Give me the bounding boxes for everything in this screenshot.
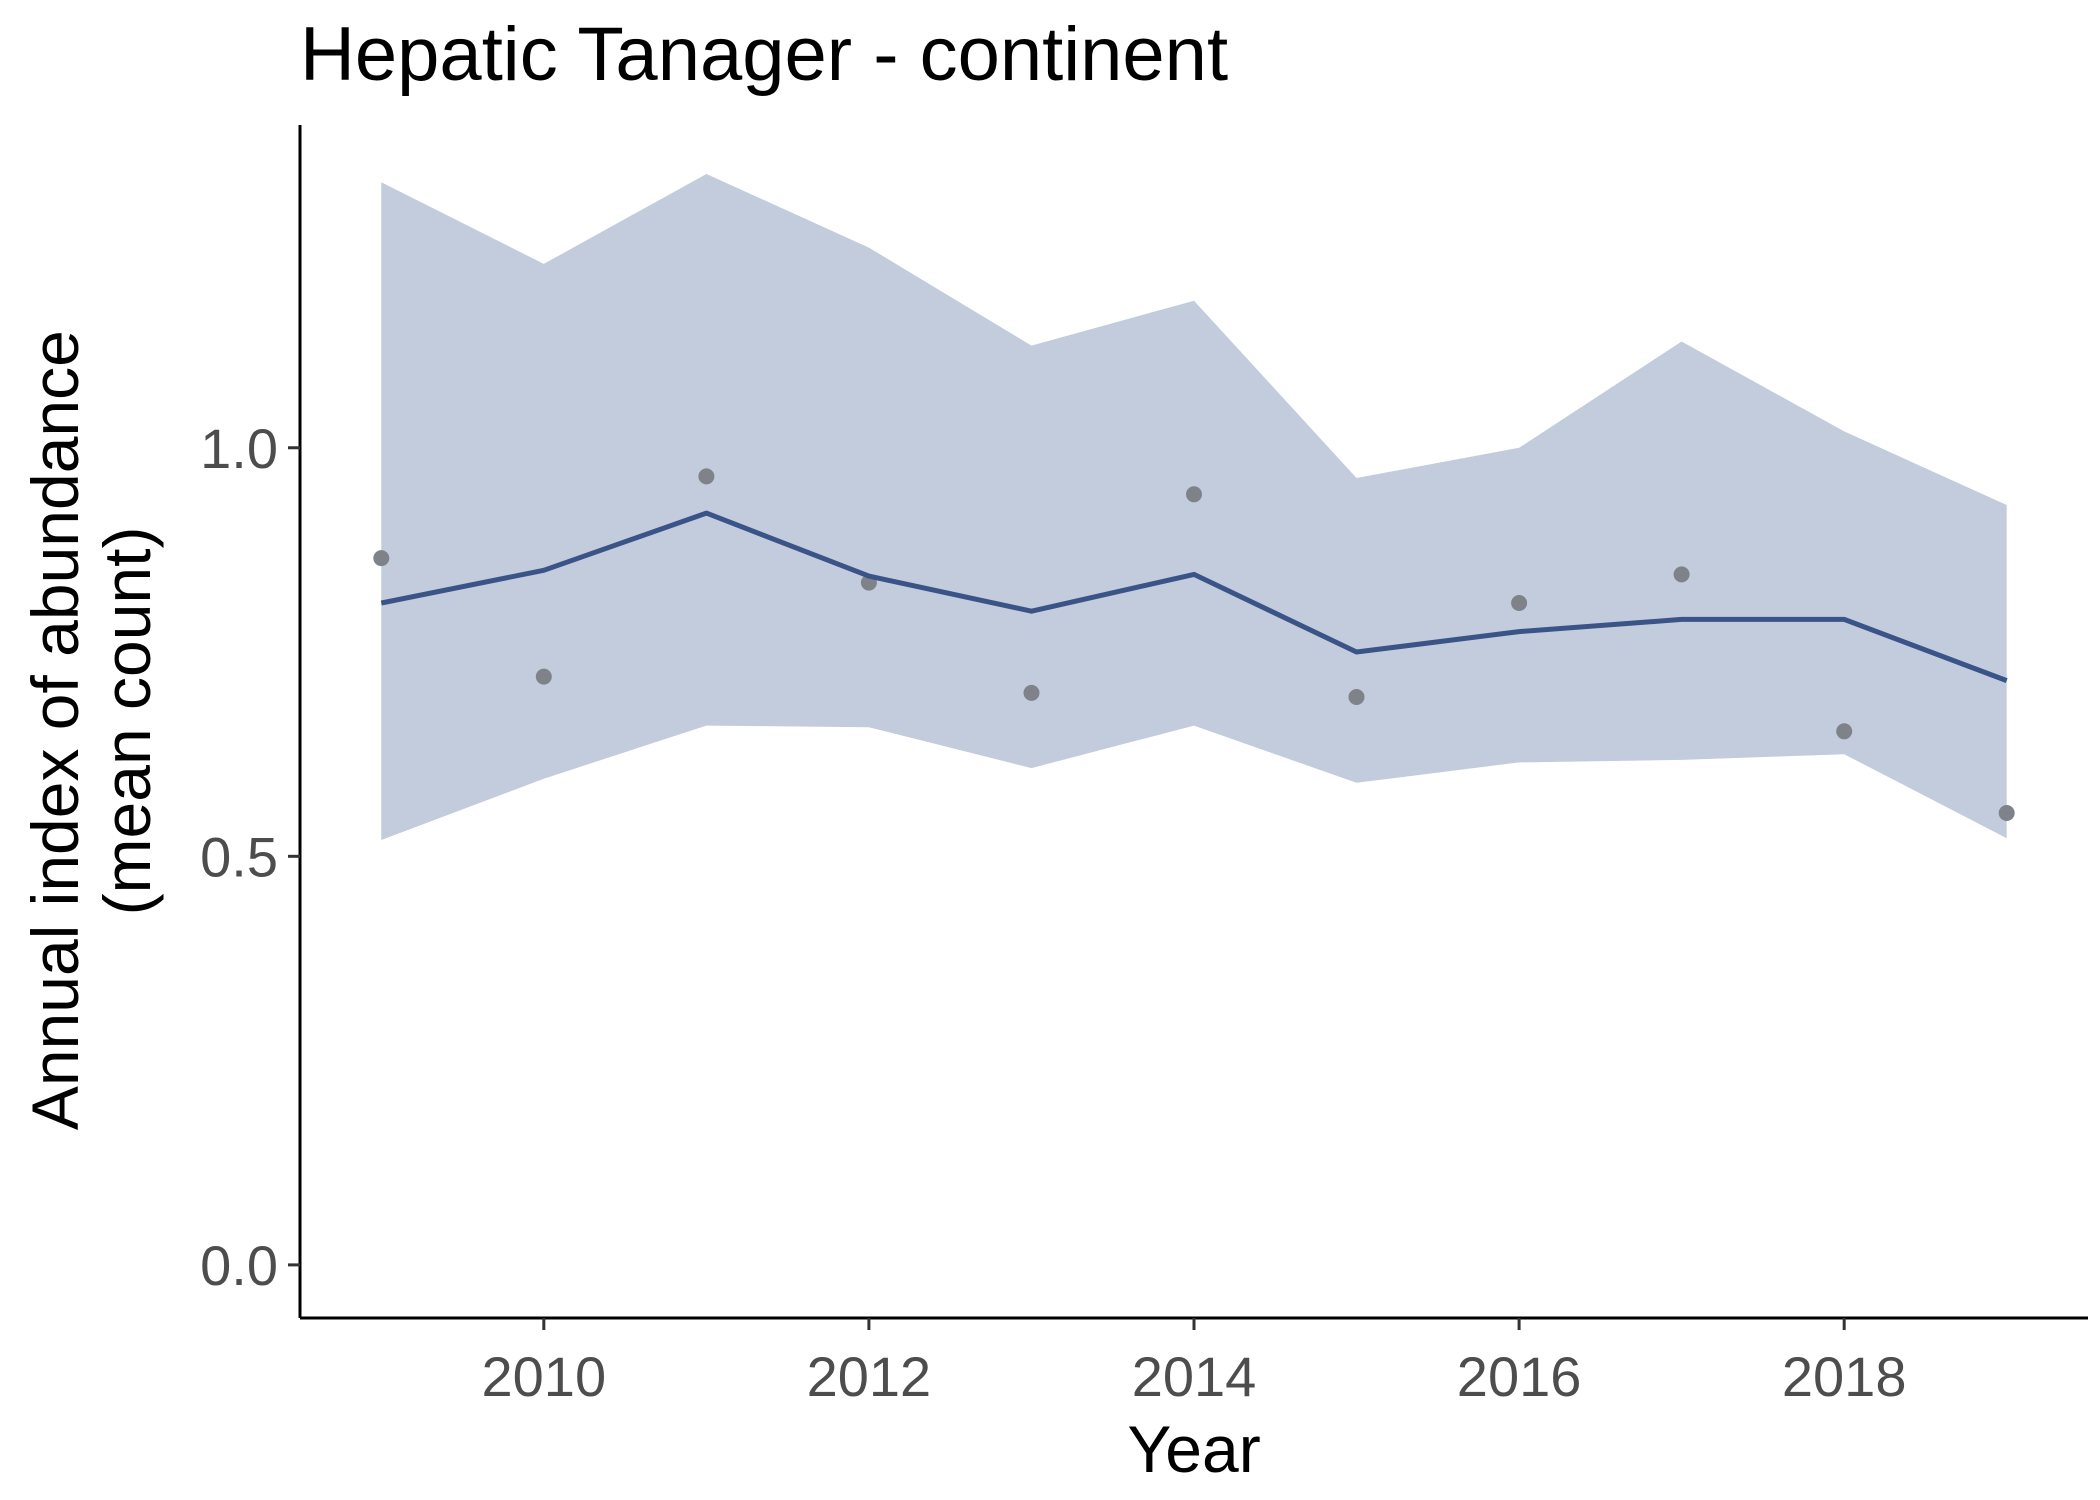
observed-point: [1673, 566, 1690, 583]
y-axis-title-line-2: (mean count): [90, 527, 164, 916]
index-line: [380, 510, 2008, 683]
observed-point: [1023, 684, 1040, 701]
observed-point: [373, 550, 390, 567]
y-axis-title-line-1: Annual index of abundance: [18, 330, 92, 1130]
y-axis-title: Annual index of abundance (mean count): [18, 312, 164, 1130]
y-tick-label: 1.0: [200, 417, 278, 480]
x-tick-label: 2018: [1782, 1345, 1907, 1408]
observed-point: [1186, 486, 1202, 503]
observed-point: [1998, 805, 2015, 821]
x-axis-ticks: 2010 2012 2014 2016 2018: [482, 1318, 1907, 1408]
x-tick-label: 2010: [482, 1345, 607, 1408]
observed-point: [535, 668, 552, 685]
x-tick-label: 2014: [1132, 1345, 1257, 1408]
observed-point: [698, 468, 715, 485]
y-tick-label: 0.0: [200, 1234, 278, 1297]
y-axis-ticks: 0.0 0.5 1.0: [200, 417, 300, 1297]
observed-point: [1836, 723, 1853, 740]
x-axis-title: Year: [1127, 1412, 1260, 1486]
observed-point: [1511, 595, 1528, 611]
observed-points: [373, 468, 2015, 821]
chart-title: Hepatic Tanager - continent: [300, 12, 1228, 97]
observed-point: [1348, 689, 1365, 705]
x-tick-label: 2016: [1457, 1345, 1582, 1408]
plot-area: [373, 174, 2015, 840]
y-tick-label: 0.5: [200, 825, 278, 888]
confidence-ribbon: [381, 174, 2007, 840]
x-tick-label: 2012: [807, 1345, 932, 1408]
